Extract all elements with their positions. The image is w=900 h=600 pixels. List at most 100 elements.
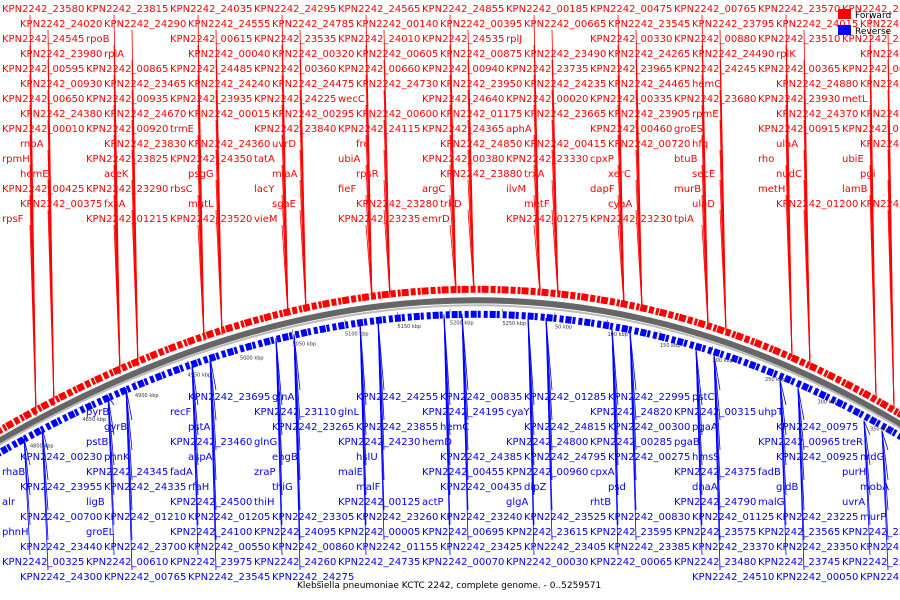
reverse-leader-line (209, 356, 217, 421)
reverse-gene-label: KPN2242_24385 (440, 452, 522, 463)
reverse-gene-label: KPN2242_00830 (608, 512, 690, 523)
forward-gene-label: KPN2242_24035 (170, 4, 252, 15)
forward-gene-label: nudC (776, 169, 802, 180)
tick-label: 5250 kbp (503, 321, 527, 327)
forward-gene-label: KPN2242_23235 (338, 214, 420, 225)
forward-gene-label: secE (692, 169, 715, 180)
reverse-gene-label: KPN2242_23615 (506, 527, 588, 538)
forward-gene-label: tatA (254, 154, 275, 165)
reverse-gene-label: KPN2242_01210 (104, 512, 186, 523)
reverse-gene-label: KPN2242_24735 (338, 557, 420, 568)
reverse-gene-label: KPN2242_00860 (272, 542, 354, 553)
reverse-leader-line (695, 348, 703, 406)
forward-gene-label: KPN2242_23570 (758, 4, 840, 15)
forward-gene-label: KPN2242_24350 (170, 154, 252, 165)
forward-gene-label: lamB (842, 184, 868, 195)
forward-gene-label: KPN2242_00595 (2, 64, 84, 75)
legend-reverse-label: Reverse (855, 27, 892, 37)
tick-label: 5200 kbp (450, 321, 474, 327)
reverse-gene-label: KPN2242_23745 (758, 557, 840, 568)
forward-gene-label: KPN2242_00010 (2, 124, 84, 135)
forward-gene-label: KPN2242_24240 (188, 79, 270, 90)
forward-gene-label: KPN2242_24670 (104, 109, 186, 120)
forward-gene-label: KPN2242_24880 (776, 79, 858, 90)
forward-gene-label: sgaE (272, 199, 296, 210)
forward-gene-label: xerC (608, 169, 631, 180)
backbone-inner (0, 304, 900, 446)
reverse-gene-label: KPN2242_01125 (692, 512, 774, 523)
tick-label: 150 kbp (660, 343, 680, 349)
forward-gene-label: KPN2242_00320 (272, 49, 354, 60)
forward-gene-label: KPN2242_00935 (86, 94, 168, 105)
reverse-leader-line (611, 327, 619, 406)
reverse-gene-label: KPN2242_24300 (20, 572, 102, 583)
forward-gene-label: KPN2242_24555 (188, 19, 270, 30)
reverse-leader-line (293, 333, 301, 391)
forward-gene-label: KPN2242_00015 (188, 109, 270, 120)
forward-gene-label: tpiA (674, 214, 694, 225)
forward-gene-label: pgi (860, 169, 875, 180)
reverse-leader-line (191, 362, 199, 406)
forward-gene-label: KPN2242_24295 (254, 4, 336, 15)
forward-gene-label: trkD (440, 199, 462, 210)
reverse-gene-label: KPN2242_23575 (674, 527, 756, 538)
forward-gene-label: metF (524, 199, 550, 210)
reverse-gene-label: ligB (86, 497, 105, 508)
forward-leader-line (533, 194, 541, 295)
reverse-gene-label: aspA (188, 452, 213, 463)
reverse-gene-label: KPN2242_23525 (524, 512, 606, 523)
reverse-gene-label: zraP (254, 467, 276, 478)
forward-gene-label: KPN2242_23750 (842, 34, 900, 45)
reverse-gene-label: treR (842, 437, 863, 448)
reverse-gene-label: KPN2242_23425 (440, 542, 522, 553)
reverse-gene-label: KPN2242_01155 (356, 542, 438, 553)
forward-gene-label: murB (674, 184, 701, 195)
tick-label: 4850 kbp (83, 417, 107, 423)
reverse-gene-label: KPN2242_24095 (254, 527, 336, 538)
reverse-gene-label: glnG (254, 437, 277, 448)
forward-gene-label: fxsA (104, 199, 126, 210)
forward-gene-label: KPN2242_24380 (20, 109, 102, 120)
reverse-gene-label: KPN2242_00050 (776, 572, 858, 583)
reverse-leader-line (107, 396, 115, 406)
reverse-gene-label: murP (860, 512, 886, 523)
forward-leader-line (719, 209, 727, 333)
forward-gene-label: groES (674, 124, 703, 135)
reverse-leader-lines (23, 314, 889, 571)
reverse-gene-label: purH (842, 467, 866, 478)
reverse-gene-label: KPN2242_23370 (692, 542, 774, 553)
reverse-gene-label: dipZ (524, 482, 546, 493)
forward-gene-label: KPN2242_23490 (524, 49, 606, 60)
reverse-gene-label: hslU (356, 452, 378, 463)
forward-gene-label: KPN2242_00460 (590, 124, 672, 135)
reverse-gene-label: KPN2242_00005 (338, 527, 420, 538)
forward-gene-label: lacY (254, 184, 275, 195)
forward-gene-label: hfq (692, 139, 708, 150)
reverse-leader-line (275, 338, 283, 436)
forward-gene-label: KPN2242_24360 (188, 139, 270, 150)
legend-forward-label: Forward (855, 11, 891, 21)
reverse-leader-line (863, 420, 871, 526)
reverse-gene-label: cyaY (506, 407, 531, 418)
reverse-gene-label: phnK (104, 452, 130, 463)
forward-leader-line (617, 224, 625, 306)
forward-gene-label: KPN2242_23965 (590, 64, 672, 75)
forward-gene-label: metH (758, 184, 785, 195)
forward-gene-label: KPN2242_23735 (506, 64, 588, 75)
reverse-gene-label: gidB (776, 482, 798, 493)
forward-gene-label: KPN2242_24365 (422, 124, 504, 135)
forward-gene-label: KPN2242_00875 (440, 49, 522, 60)
reverse-gene-label: KPN2242_23305 (272, 512, 354, 523)
forward-gene-label: KPN2242_24015 (776, 19, 858, 30)
forward-gene-label: KPN2242_00415 (524, 139, 606, 150)
forward-gene-label: KPN2242_00660 (338, 64, 420, 75)
reverse-gene-label: mobA (860, 482, 889, 493)
forward-gene-label: KPN2242_23665 (524, 109, 606, 120)
reverse-gene-label: phnH (2, 527, 29, 538)
reverse-leader-line (797, 387, 805, 451)
forward-gene-label: hemE (20, 169, 49, 180)
forward-gene-label: KPN2242_23825 (86, 154, 168, 165)
tick-label: 4800 kbp (30, 444, 54, 450)
reverse-gene-label: KPN2242_00230 (20, 452, 102, 463)
